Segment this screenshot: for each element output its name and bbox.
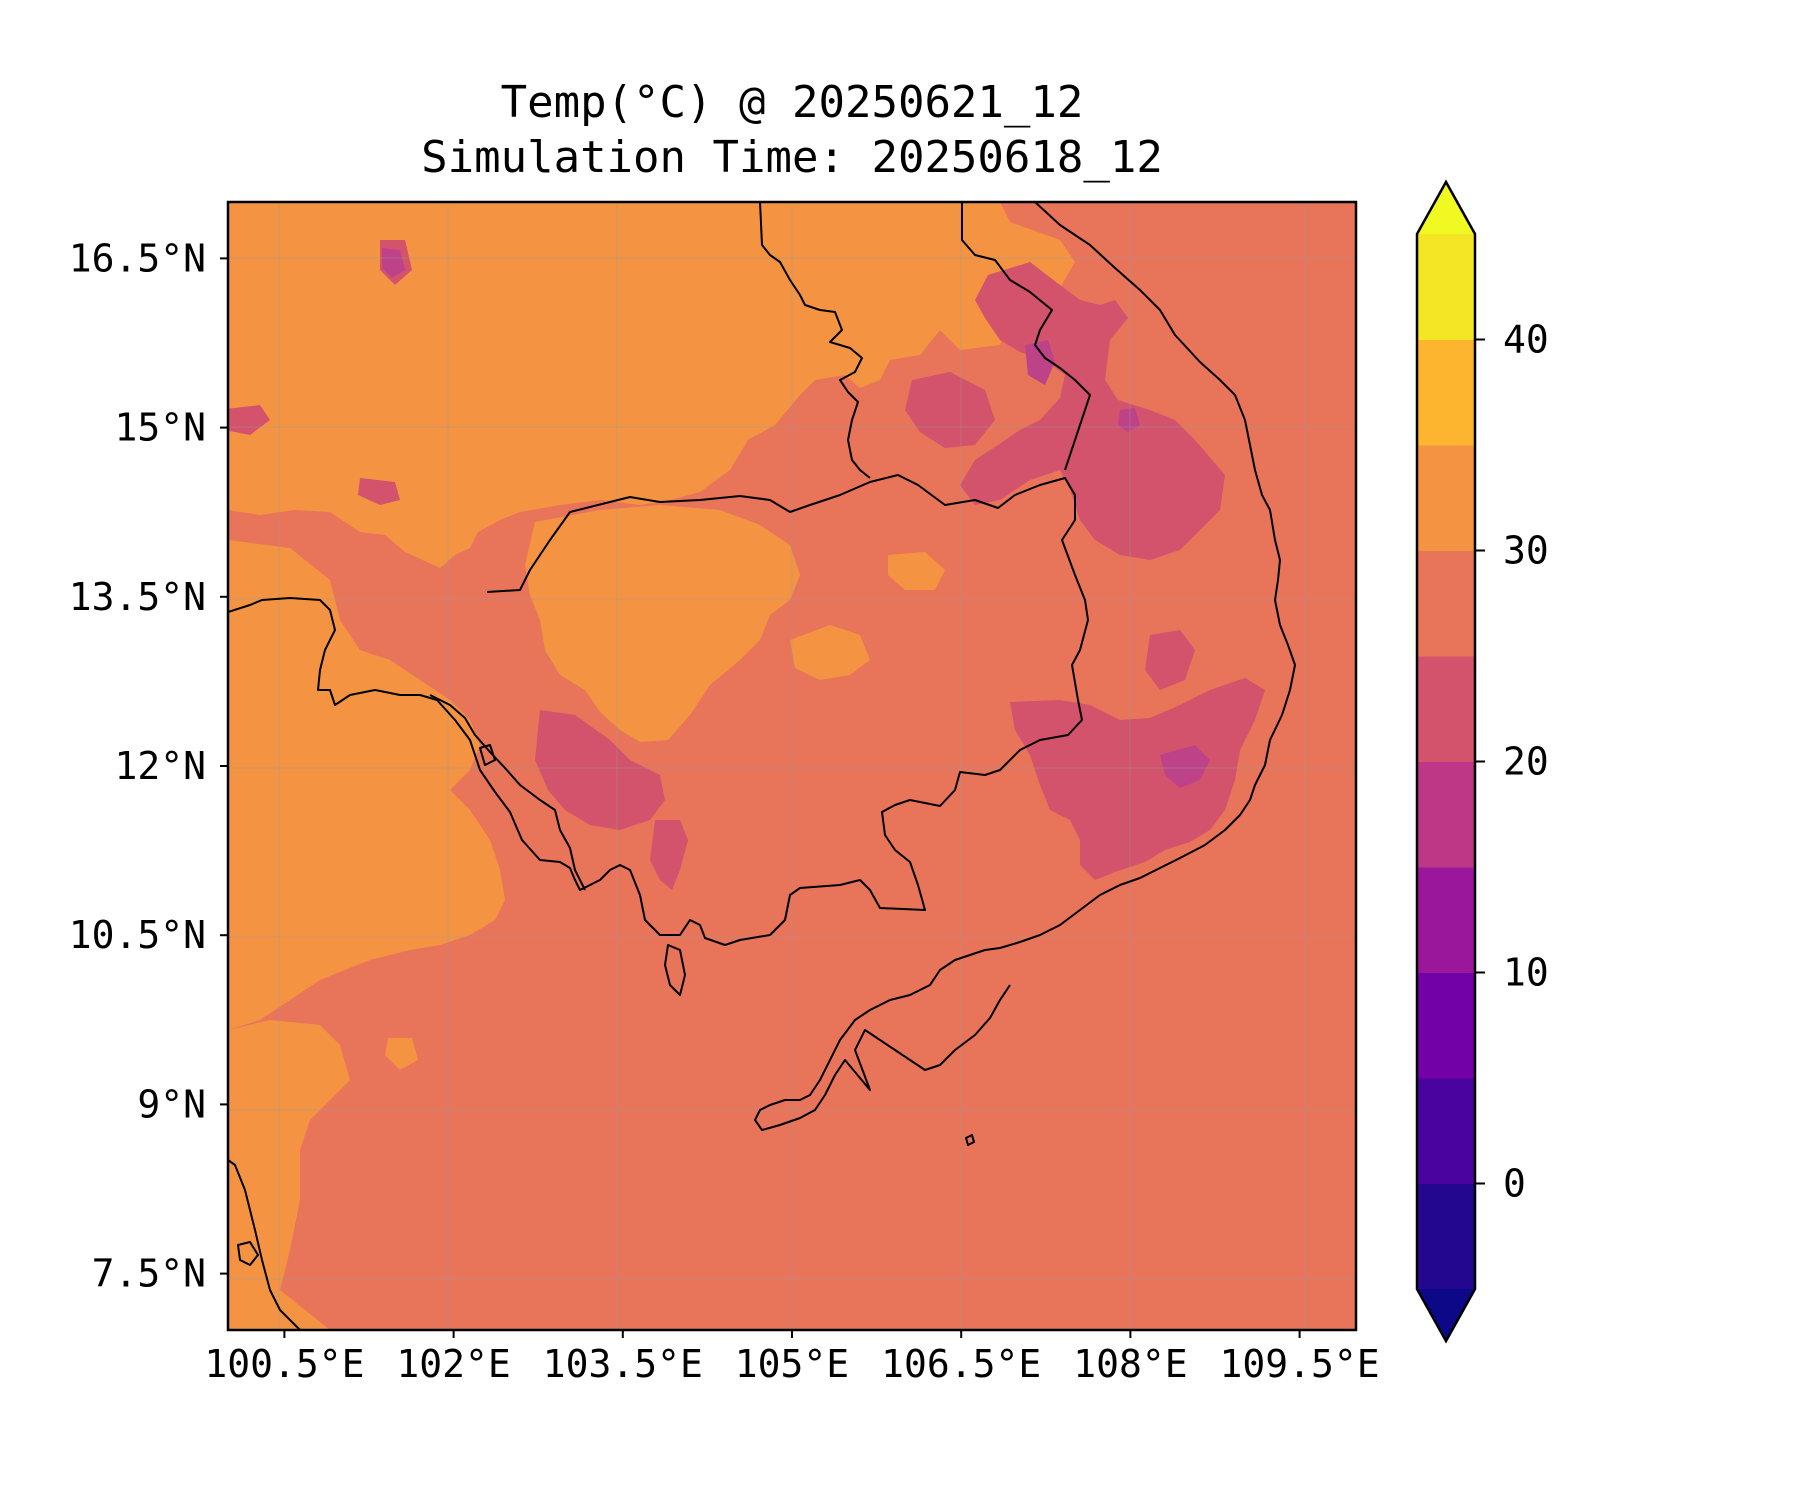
y-tick-label: 15°N [114, 406, 206, 450]
y-tick-label: 16.5°N [69, 236, 206, 280]
cooler-temperature-regions [382, 248, 1210, 788]
colorbar-segment [1417, 1183, 1475, 1290]
country-border-cambodia [228, 474, 1089, 946]
map-title: Temp(°C) @ 20250621_12 [501, 77, 1084, 128]
coastline-thailand-east [429, 694, 586, 891]
x-tick-label: 102°E [396, 1342, 510, 1386]
latitude-axis: 16.5°N 15°N 13.5°N 12°N 10.5°N 9°N 7.5°N [69, 236, 228, 1296]
colorbar-segment [1417, 656, 1475, 762]
longitude-axis: 100.5°E 102°E 103.5°E 105°E 106.5°E 108°E 109.… [204, 1330, 1380, 1386]
colorbar-under-extension [1417, 1289, 1475, 1341]
colorbar-segment [1417, 867, 1475, 973]
map-subtitle: Simulation Time: 20250618_12 [421, 132, 1163, 183]
island-samui [237, 1241, 259, 1266]
x-tick-label: 105°E [735, 1342, 849, 1386]
x-tick-label: 108°E [1073, 1342, 1187, 1386]
coastline-gulf-thailand [228, 1159, 301, 1330]
colorbar-over-extension [1417, 182, 1475, 234]
colorbar-tick-label: 0 [1503, 1162, 1526, 1206]
map-plot-area [228, 202, 1356, 1330]
temperature-colorbar: 0 10 20 30 40 [1415, 179, 1549, 1344]
island-con-dao [965, 1134, 975, 1146]
map-gridlines [228, 202, 1356, 1330]
y-tick-label: 7.5°N [92, 1252, 206, 1296]
x-tick-label: 109.5°E [1220, 1342, 1380, 1386]
island-phu-quoc [664, 944, 686, 996]
x-tick-label: 106.5°E [881, 1342, 1041, 1386]
warm-temperature-regions [228, 202, 1075, 1330]
y-tick-label: 13.5°N [69, 575, 206, 619]
colorbar-segment [1417, 1078, 1475, 1184]
country-border-laos-north [961, 202, 1091, 471]
coastlines-and-borders [228, 202, 1296, 1330]
x-tick-label: 103.5°E [543, 1342, 703, 1386]
colorbar-tick-label: 10 [1503, 951, 1549, 995]
country-border-vietnam-laos [759, 202, 871, 479]
colorbar-outline [1415, 179, 1477, 1344]
colorbar-segment [1417, 445, 1475, 551]
colorbar-segment [1417, 234, 1475, 340]
colorbar-tick-label: 20 [1503, 740, 1549, 784]
coastline-vietnam-east [754, 202, 1296, 1131]
colorbar-segment [1417, 339, 1475, 446]
x-tick-label: 100.5°E [204, 1342, 364, 1386]
y-tick-label: 10.5°N [69, 913, 206, 957]
colorbar-tick-label: 30 [1503, 529, 1549, 573]
colorbar-segment [1417, 761, 1475, 868]
colorbar-segment [1417, 550, 1475, 657]
y-tick-label: 12°N [114, 744, 206, 788]
colorbar-tick-label: 40 [1503, 318, 1549, 362]
colorbar-segment [1417, 972, 1475, 1079]
island-koh-kong [479, 744, 496, 766]
y-tick-label: 9°N [137, 1082, 206, 1126]
